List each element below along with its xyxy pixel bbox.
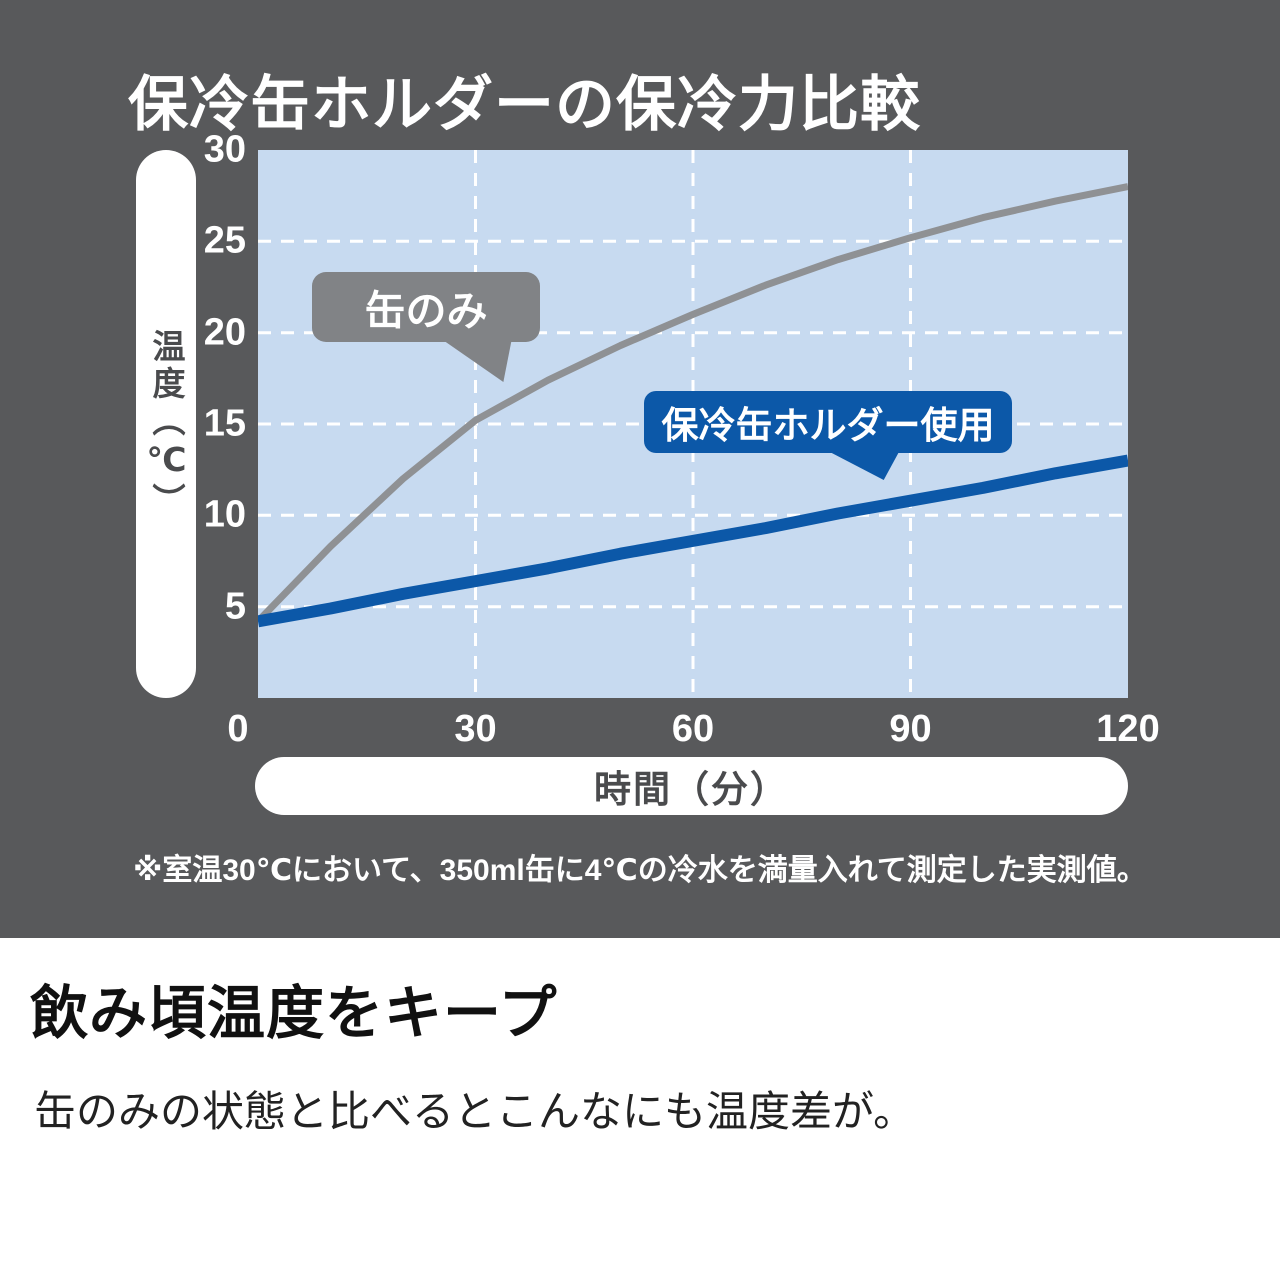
annotation-can-only: 缶のみ	[312, 272, 540, 342]
y-axis-label-pill: 温度（℃）	[136, 150, 196, 698]
x-axis-label-pill: 時間（分）	[255, 757, 1128, 815]
x-tick-label: 90	[889, 708, 932, 750]
y-tick-label: 30	[203, 128, 246, 171]
x-tick-label: 120	[1096, 708, 1160, 750]
origin-tick-label: 0	[227, 708, 249, 750]
y-axis-label: 温度（℃）	[148, 328, 185, 520]
y-tick-label: 20	[203, 311, 246, 354]
annotation-holder: 保冷缶ホルダー使用	[644, 391, 1012, 453]
section-heading: 飲み頃温度をキープ	[30, 981, 558, 1046]
y-tick-label: 25	[203, 219, 246, 262]
y-tick-label: 10	[203, 493, 246, 536]
section-body: 缶のみの状態と比べるとこんなにも温度差が。	[34, 1088, 916, 1135]
description-panel: 飲み頃温度をキープ 缶のみの状態と比べるとこんなにも温度差が。	[0, 938, 1280, 1280]
measurement-note: ※室温30℃において、350ml缶に4℃の冷水を満量入れて測定した実測値。	[133, 854, 1147, 887]
x-axis-ticks: 30 60 90 120	[258, 708, 1159, 756]
x-axis-label: 時間（分）	[594, 769, 789, 810]
x-tick-label: 60	[671, 708, 715, 750]
chart-panel: 保冷缶ホルダーの保冷力比較 温度（℃） 5 10 15 20 25 30 缶のみ 保冷缶ホ…	[0, 0, 1280, 938]
y-tick-label: 5	[224, 585, 246, 628]
chart-title: 保冷缶ホルダーの保冷力比較	[128, 71, 921, 138]
x-tick-label: 30	[454, 708, 497, 750]
y-tick-label: 15	[203, 402, 246, 445]
y-axis-ticks: 5 10 15 20 25 30	[0, 129, 246, 698]
